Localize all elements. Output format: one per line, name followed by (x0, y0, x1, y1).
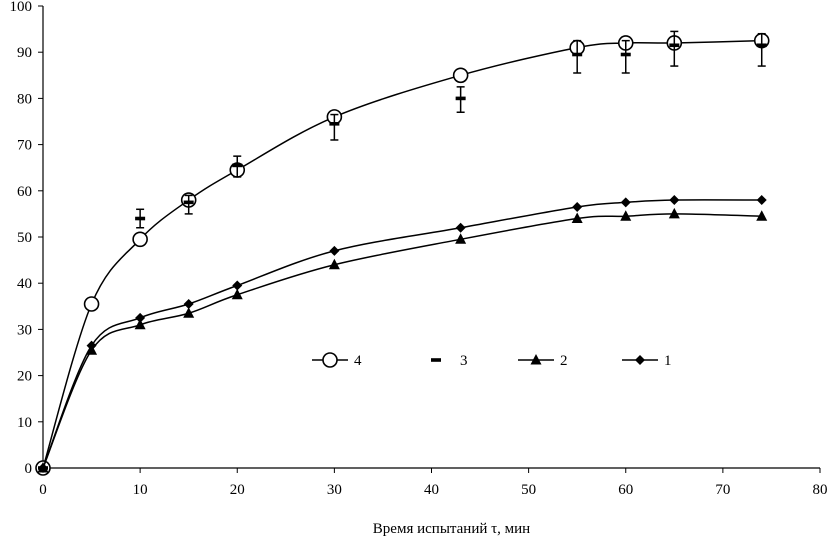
data-point (134, 318, 146, 330)
y-tick-label: 40 (17, 276, 32, 292)
data-point (86, 340, 97, 351)
data-point (135, 312, 146, 323)
data-point (232, 280, 243, 291)
x-tick-label: 70 (715, 482, 730, 498)
data-point (135, 216, 146, 221)
y-tick-label: 90 (17, 45, 32, 61)
legend-marker (322, 352, 338, 368)
data-point (572, 201, 583, 212)
legend-item-4: 4 (312, 352, 362, 369)
data-point (455, 222, 466, 233)
data-point (183, 307, 195, 318)
data-point (668, 207, 680, 219)
legend-item-3: 3 (431, 353, 468, 369)
legend-label: 1 (664, 353, 672, 369)
data-point (571, 212, 583, 224)
legend: 4 3 2 1 (312, 352, 672, 369)
data-point (455, 96, 466, 101)
y-tick-label: 20 (17, 369, 32, 385)
series-1 (38, 195, 767, 473)
data-point (83, 296, 100, 312)
data-point (669, 195, 680, 206)
data-point (620, 197, 631, 208)
series-line (42, 39, 762, 469)
y-tick-label: 50 (17, 230, 32, 246)
x-tick-label: 60 (618, 482, 633, 498)
data-point (183, 200, 194, 205)
y-tick-label: 0 (25, 461, 33, 477)
data-point (572, 52, 583, 57)
y-tick-label: 100 (10, 0, 33, 15)
series-4 (35, 32, 770, 476)
data-point (620, 52, 631, 57)
y-tick-label: 80 (17, 91, 32, 107)
series-layer (35, 30, 770, 476)
data-point (455, 233, 467, 244)
series-2 (37, 207, 768, 473)
x-axis-title: Время испытаний τ, мин (373, 521, 530, 537)
legend-label: 3 (460, 353, 468, 369)
legend-marker (635, 355, 645, 365)
data-point (452, 67, 469, 84)
y-tick-label: 30 (17, 322, 32, 338)
data-point (231, 288, 243, 300)
legend-item-2: 2 (518, 353, 568, 369)
legend-item-1: 1 (622, 353, 672, 369)
x-tick-label: 50 (521, 482, 536, 498)
y-tick-label: 10 (17, 415, 32, 431)
x-tick-label: 10 (133, 482, 148, 498)
x-tick-label: 40 (424, 482, 439, 498)
data-point (328, 258, 340, 270)
x-tick-label: 0 (39, 482, 47, 498)
data-point (183, 298, 194, 309)
data-point (329, 122, 340, 126)
data-point (756, 210, 768, 221)
data-point (232, 163, 243, 168)
data-point (38, 463, 48, 473)
x-tick-label: 80 (813, 482, 828, 498)
data-point (756, 195, 767, 206)
data-point (756, 43, 767, 48)
legend-label: 4 (354, 353, 362, 369)
axes: 0 10 20 30 40 50 60 70 80 90 100 0 10 20 30 40 50 60 70 80 (10, 0, 828, 498)
data-point (329, 245, 340, 256)
legend-label: 2 (560, 353, 568, 369)
series-3 (38, 30, 767, 470)
series-line (42, 213, 762, 469)
legend-marker (530, 354, 542, 365)
legend-marker (431, 358, 441, 362)
data-point (620, 210, 632, 221)
series-line (42, 199, 762, 469)
x-tick-label: 20 (230, 482, 245, 498)
x-tick-label: 30 (327, 482, 342, 498)
y-tick-label: 60 (17, 184, 32, 200)
data-point (132, 231, 148, 248)
y-tick-label: 70 (17, 138, 32, 154)
data-point (669, 43, 680, 48)
